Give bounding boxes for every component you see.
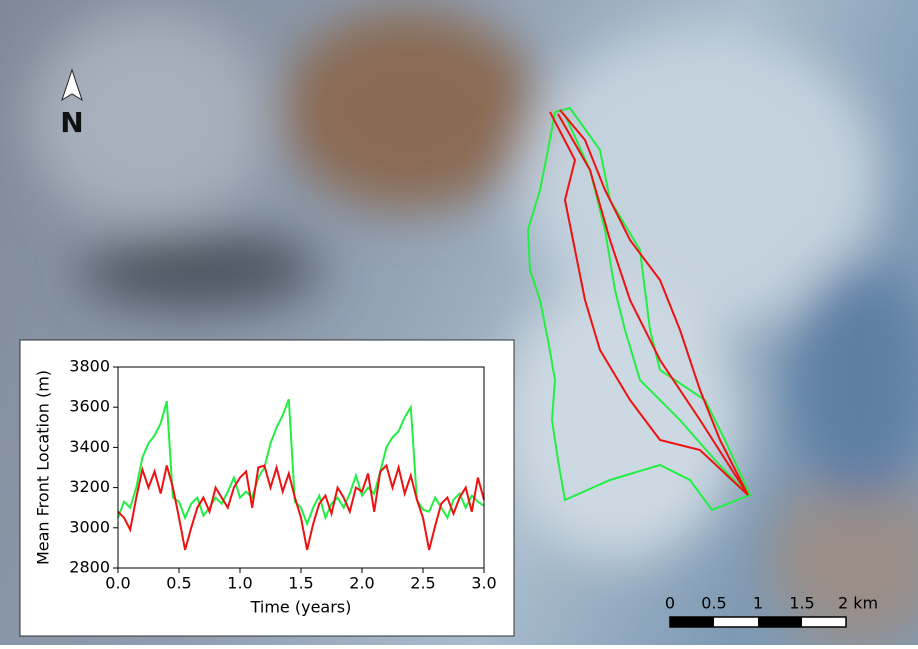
scale-label: 2 km <box>838 594 878 613</box>
series-line <box>117 398 485 527</box>
glacier-outline-red <box>549 109 749 496</box>
scale-label: 1.5 <box>789 594 814 613</box>
y-tick-label: 3400 <box>69 437 110 456</box>
glacier-outline-red-inner <box>557 113 749 496</box>
y-axis-label: Mean Front Location (m) <box>34 370 53 565</box>
y-tick-label: 3000 <box>69 517 110 536</box>
y-tick-label: 3200 <box>69 477 110 496</box>
terrain <box>30 10 918 649</box>
inset-panel <box>19 339 515 637</box>
x-tick-label: 2.0 <box>349 574 374 593</box>
y-tick-label: 3800 <box>69 357 110 376</box>
x-tick-label: 1.0 <box>227 574 252 593</box>
north-arrow <box>61 68 83 102</box>
scale-label: 0.5 <box>701 594 726 613</box>
glacier-outline-green <box>526 106 752 512</box>
y-tick-label: 3600 <box>69 397 110 416</box>
scale-bar <box>669 616 847 628</box>
x-tick-label: 1.5 <box>288 574 313 593</box>
x-tick-label: 2.5 <box>410 574 435 593</box>
x-axis-label: Time (years) <box>250 598 352 617</box>
scale-label: 0 <box>665 594 675 613</box>
scale-bar-segment <box>670 617 714 627</box>
scale-bar-segment <box>758 617 802 627</box>
x-tick-label: 3.0 <box>471 574 496 593</box>
scale-label: 1 <box>753 594 763 613</box>
plot-frame <box>117 366 485 569</box>
north-label: N <box>60 106 83 139</box>
x-tick-label: 0.0 <box>105 574 130 593</box>
y-tick-label: 2800 <box>69 558 110 577</box>
x-tick-label: 0.5 <box>166 574 191 593</box>
series-line <box>117 463 485 551</box>
